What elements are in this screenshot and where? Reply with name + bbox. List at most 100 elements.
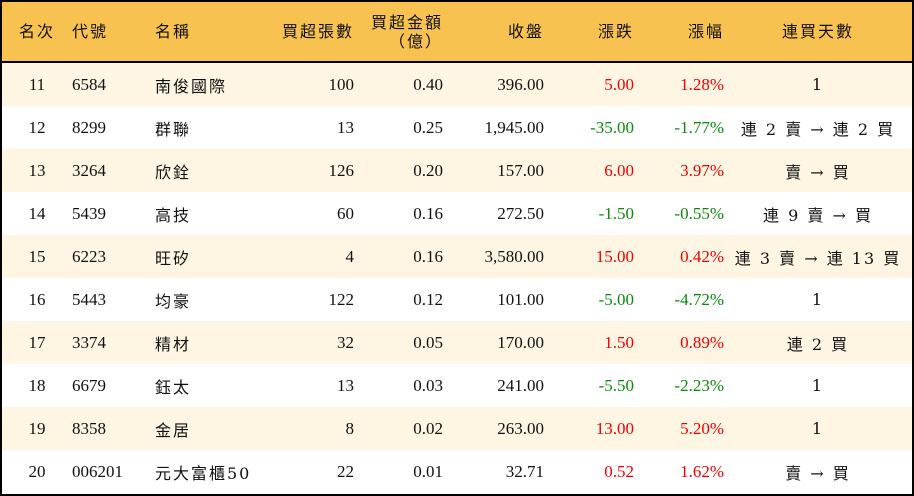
cell-days: 連 2 賣 → 連 2 買	[740, 119, 896, 139]
header-pct: 漲幅	[687, 22, 724, 41]
cell-amount: 0.12	[413, 289, 443, 309]
table-row[interactable]: 20 006201 元大富櫃50 22 0.01 32.71 0.52 1.62% 賣 → 買	[2, 450, 912, 493]
cell-code: 8358	[72, 418, 106, 438]
cell-change: 1.50	[604, 332, 634, 352]
cell-change: -1.50	[598, 203, 634, 223]
cell-close: 1,945.00	[484, 117, 545, 137]
table-row[interactable]: 13 3264 欣銓 126 0.20 157.00 6.00 3.97% 賣 → 買	[2, 149, 912, 192]
cell-pct: -4.72%	[674, 289, 724, 309]
header-code: 代號	[72, 22, 109, 41]
cell-days: 1	[811, 419, 825, 438]
cell-name: 高技	[155, 205, 192, 225]
cell-code: 6584	[72, 74, 106, 94]
header-amount-label: 買超金額	[370, 12, 443, 32]
cell-change: 6.00	[604, 160, 634, 180]
cell-amount: 0.16	[413, 246, 443, 266]
table-row[interactable]: 19 8358 金居 8 0.02 263.00 13.00 5.20% 1	[2, 407, 912, 450]
cell-close: 101.00	[497, 289, 544, 309]
cell-pct: 5.20%	[680, 418, 724, 438]
cell-pct: 1.28%	[680, 74, 724, 94]
cell-amount: 0.40	[413, 74, 443, 94]
cell-code: 8299	[72, 117, 106, 137]
header-name: 名稱	[155, 22, 192, 41]
cell-amount: 0.20	[413, 160, 443, 180]
cell-code: 3374	[72, 332, 106, 352]
cell-close: 272.50	[497, 203, 544, 223]
cell-rank: 13	[28, 160, 46, 180]
cell-days: 賣 → 買	[785, 162, 851, 182]
cell-name: 精材	[155, 334, 192, 354]
cell-change: 5.00	[604, 74, 634, 94]
cell-change: -5.50	[598, 375, 634, 395]
cell-amount: 0.02	[413, 418, 443, 438]
cell-change: -35.00	[590, 117, 634, 137]
cell-rank: 20	[28, 461, 46, 481]
cell-pct: 0.42%	[680, 246, 724, 266]
cell-change: 13.00	[595, 418, 634, 438]
cell-rank: 17	[28, 332, 46, 352]
cell-pct: 0.89%	[680, 332, 724, 352]
cell-close: 3,580.00	[484, 246, 545, 266]
cell-close: 170.00	[497, 332, 544, 352]
cell-pct: -1.77%	[674, 117, 724, 137]
cell-rank: 19	[28, 418, 46, 438]
table-header-row: 名次 代號 名稱 買超張數 買超金額 （億） 收盤 漲跌 漲幅 連買天數	[2, 2, 912, 62]
cell-lots: 60	[337, 203, 354, 223]
cell-name: 均豪	[155, 291, 192, 311]
cell-name: 旺矽	[155, 248, 192, 268]
cell-change: 15.00	[595, 246, 634, 266]
cell-name: 金居	[155, 420, 192, 440]
cell-pct: -2.23%	[674, 375, 724, 395]
cell-lots: 4	[345, 246, 355, 266]
table-row[interactable]: 16 5443 均豪 122 0.12 101.00 -5.00 -4.72% 1	[2, 278, 912, 321]
header-rank: 名次	[18, 22, 55, 41]
table-row[interactable]: 14 5439 高技 60 0.16 272.50 -1.50 -0.55% 連 9 賣 → 買	[2, 192, 912, 235]
cell-pct: 3.97%	[680, 160, 724, 180]
cell-change: 0.52	[604, 461, 634, 481]
cell-code: 5439	[72, 203, 106, 223]
cell-code: 6223	[72, 246, 106, 266]
cell-amount: 0.01	[413, 461, 443, 481]
cell-rank: 15	[28, 246, 46, 266]
cell-code: 5443	[72, 289, 106, 309]
cell-name: 元大富櫃50	[155, 463, 252, 483]
cell-rank: 16	[28, 289, 46, 309]
cell-lots: 100	[328, 74, 355, 94]
cell-days: 1	[811, 75, 825, 94]
table-row[interactable]: 11 6584 南俊國際 100 0.40 396.00 5.00 1.28% 1	[2, 62, 912, 106]
cell-close: 263.00	[497, 418, 544, 438]
cell-lots: 122	[328, 289, 355, 309]
cell-name: 鈺太	[155, 377, 192, 397]
table-row[interactable]: 18 6679 鈺太 13 0.03 241.00 -5.50 -2.23% 1	[2, 364, 912, 407]
cell-days: 賣 → 買	[785, 463, 851, 483]
header-days: 連買天數	[781, 22, 854, 41]
header-amount-unit: （億）	[388, 31, 443, 51]
table-row[interactable]: 12 8299 群聯 13 0.25 1,945.00 -35.00 -1.77% 連 2 賣 …	[2, 106, 912, 149]
cell-pct: 1.62%	[680, 461, 724, 481]
header-lots: 買超張數	[281, 22, 354, 41]
cell-code: 6679	[72, 375, 106, 395]
cell-close: 32.71	[505, 461, 544, 481]
cell-amount: 0.25	[413, 117, 443, 137]
cell-name: 南俊國際	[155, 76, 228, 96]
cell-pct: -0.55%	[674, 203, 724, 223]
cell-rank: 14	[28, 203, 46, 223]
table-row[interactable]: 17 3374 精材 32 0.05 170.00 1.50 0.89% 連 2 買	[2, 321, 912, 364]
cell-code: 006201	[72, 461, 123, 481]
table-row[interactable]: 15 6223 旺矽 4 0.16 3,580.00 15.00 0.42% 連 3 賣 → 連…	[2, 235, 912, 278]
cell-code: 3264	[72, 160, 106, 180]
cell-amount: 0.03	[413, 375, 443, 395]
cell-rank: 11	[28, 74, 46, 94]
cell-days: 連 3 賣 → 連 13 買	[734, 248, 902, 268]
cell-lots: 13	[337, 375, 354, 395]
cell-amount: 0.16	[413, 203, 443, 223]
cell-days: 連 9 賣 → 買	[763, 205, 873, 225]
cell-lots: 126	[328, 160, 355, 180]
cell-name: 群聯	[155, 119, 192, 139]
cell-rank: 12	[28, 117, 46, 137]
cell-amount: 0.05	[413, 332, 443, 352]
cell-lots: 8	[345, 418, 355, 438]
cell-close: 241.00	[497, 375, 544, 395]
